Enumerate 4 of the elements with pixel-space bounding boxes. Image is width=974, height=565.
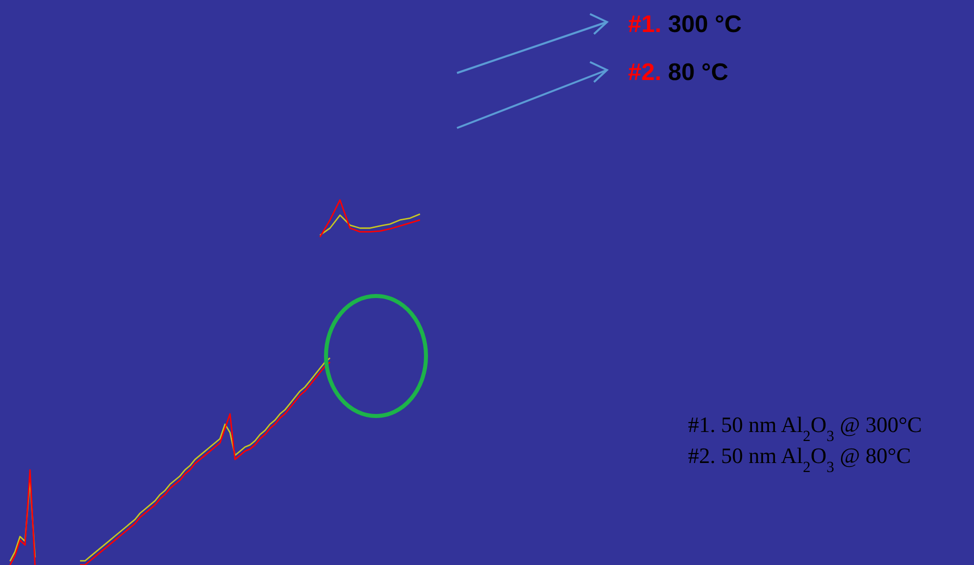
- text: #1. 50 nm Al$_{2}$O$_{3}$ @ 300°C: [688, 412, 922, 444]
- text: #2. 50 nm Al$_{2}$O$_{3}$ @ 80°C: [688, 443, 911, 476]
- text: #2. 80 °C: [628, 59, 728, 86]
- text: #1. 300 °C: [628, 11, 742, 38]
